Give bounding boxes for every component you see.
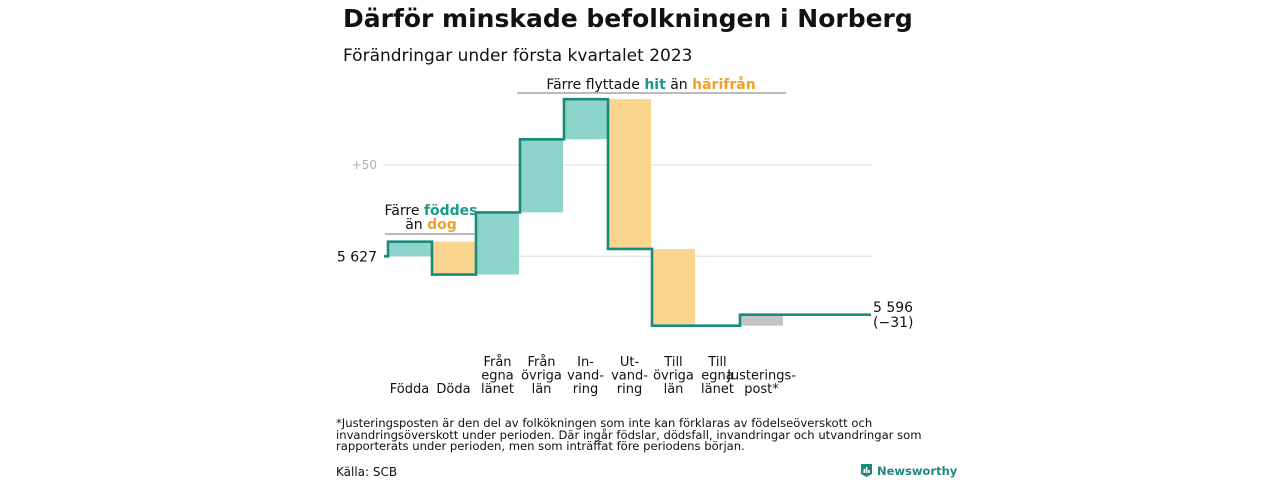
x-tick-label: ring — [617, 382, 642, 397]
x-tick-label: övriga — [653, 369, 694, 384]
end-change-label: (−31) — [873, 315, 913, 331]
brand-logo: Newsworthy — [860, 463, 957, 478]
waterfall-bar — [652, 248, 695, 326]
x-tick-label: övriga — [521, 369, 562, 384]
x-tick-label: Till — [707, 355, 726, 370]
source-label: Källa: SCB — [336, 465, 398, 479]
newsworthy-logo-icon — [861, 464, 872, 477]
x-tick-label: ring — [573, 382, 598, 397]
annotation-deaths-text: än dog — [405, 217, 457, 233]
x-tick-label: län — [664, 382, 684, 397]
x-tick-label: egna — [701, 369, 733, 384]
annotation-migration-text: Färre flyttade hit än härifrån — [546, 76, 755, 93]
x-tick-label: Döda — [436, 382, 470, 397]
x-tick-label: vand- — [611, 369, 648, 384]
x-tick-label: länet — [701, 382, 734, 397]
chart-title: Därför minskade befolkningen i Norberg — [343, 4, 913, 33]
x-tick-label: post* — [744, 382, 779, 397]
y-tick-label: +50 — [352, 158, 377, 172]
chart-subtitle: Förändringar under första kvartalet 2023 — [343, 46, 693, 66]
x-tick-label: Justerings- — [726, 369, 796, 384]
waterfall-bar — [476, 212, 519, 275]
x-tick-label: Från — [483, 355, 511, 370]
waterfall-bar — [564, 99, 607, 140]
start-value-label: 5 627 — [337, 249, 377, 265]
footnote: *Justeringsposten är den del av folkökni… — [336, 416, 922, 453]
x-tick-label: Ut- — [620, 355, 640, 370]
x-tick-label: egna — [481, 369, 513, 384]
waterfall-bar — [520, 139, 563, 213]
x-tick-label: In- — [577, 355, 594, 370]
end-value-label: 5 596 — [873, 300, 913, 316]
waterfall-bar — [388, 241, 431, 257]
x-tick-label: Födda — [390, 382, 429, 397]
x-tick-label: vand- — [567, 369, 604, 384]
x-tick-label: Till — [663, 355, 682, 370]
waterfall-bar — [608, 99, 651, 249]
annotation-births-text: Färre föddes — [385, 203, 478, 219]
x-tick-label: län — [532, 382, 552, 397]
brand-name: Newsworthy — [877, 463, 958, 478]
waterfall-bar — [740, 314, 783, 326]
cumulative-line — [384, 97, 871, 327]
x-tick-label: länet — [481, 382, 514, 397]
x-tick-label: Från — [527, 355, 555, 370]
waterfall-bar — [432, 241, 475, 275]
